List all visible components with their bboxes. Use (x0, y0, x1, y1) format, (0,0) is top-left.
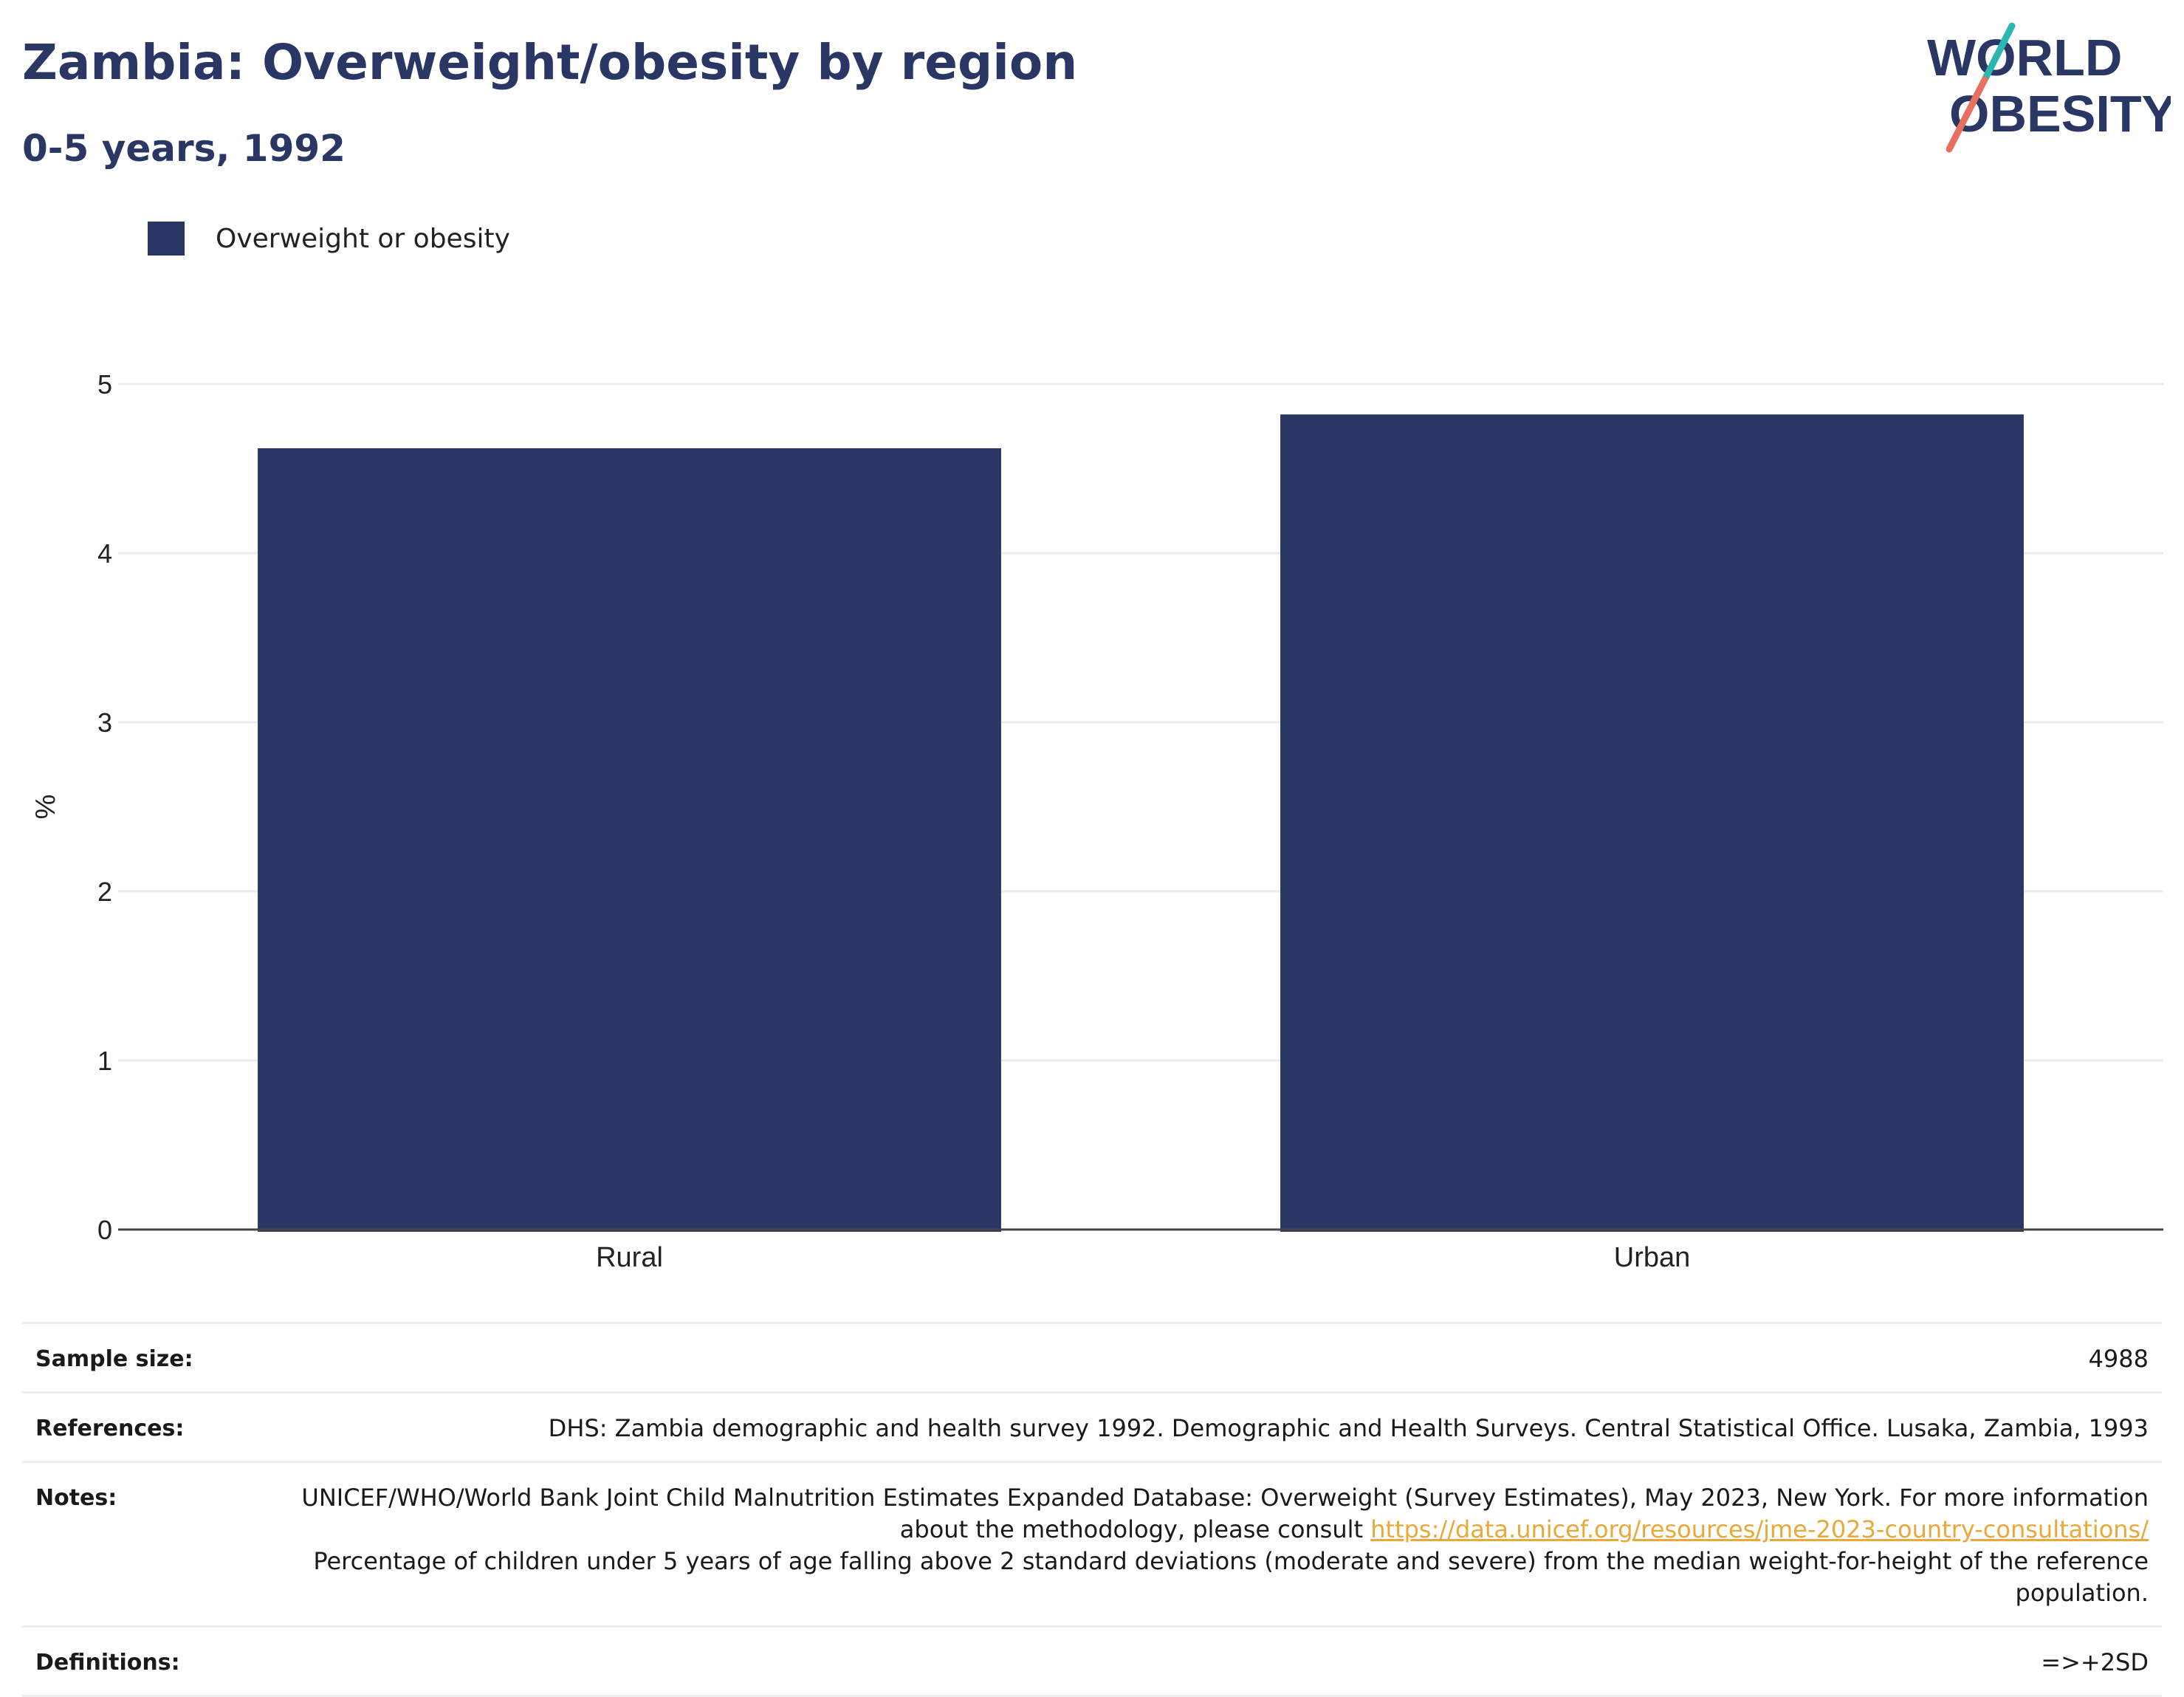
logo-slash-top (1981, 22, 2016, 83)
legend-swatch (148, 222, 185, 256)
y-tick-label: 5 (97, 369, 112, 400)
bar-urban (1280, 414, 2024, 1232)
x-tick-label: Urban (1614, 1242, 1691, 1273)
references-value: DHS: Zambia demographic and health surve… (548, 1414, 2149, 1442)
chart-subtitle: 0-5 years, 1992 (22, 127, 346, 170)
definitions-row: Definitions: =>+2SD (22, 1625, 2162, 1697)
references-row: References: DHS: Zambia demographic and … (22, 1391, 2162, 1461)
notes-row: Notes: UNICEF/WHO/World Bank Joint Child… (22, 1461, 2162, 1625)
sample-size-value: 4988 (2088, 1345, 2149, 1373)
references-label: References: (35, 1416, 185, 1441)
bar-rural (258, 448, 1001, 1232)
definitions-value: =>+2SD (2041, 1648, 2149, 1676)
legend-label: Overweight or obesity (216, 223, 510, 254)
world-obesity-logo: WORLD OBESITY (1927, 22, 2171, 153)
y-tick-label: 0 (97, 1215, 112, 1245)
y-axis-label: % (30, 795, 61, 820)
y-tick-label: 3 (97, 707, 112, 738)
logo-line1: WORLD (1927, 29, 2122, 86)
info-table: Sample size: 4988 References: DHS: Zambi… (22, 1322, 2162, 1697)
bar-chart: 0 1 2 3 4 5% Rural Urban (30, 369, 2163, 1273)
legend: Overweight or obesity (148, 222, 510, 256)
sample-size-label: Sample size: (35, 1346, 193, 1372)
x-tick-label: Rural (596, 1242, 663, 1273)
logo-slash-bottom (1946, 76, 1988, 153)
chart-title: Zambia: Overweight/obesity by region (22, 34, 1078, 91)
sample-size-row: Sample size: 4988 (22, 1322, 2162, 1391)
logo-line2: OBESITY (1949, 85, 2171, 143)
notes-value: UNICEF/WHO/World Bank Joint Child Malnut… (273, 1482, 2149, 1609)
notes-label: Notes: (35, 1485, 117, 1511)
y-tick-label: 2 (97, 877, 112, 907)
y-tick-label: 1 (97, 1046, 112, 1076)
notes-link[interactable]: https://data.unicef.org/resources/jme-20… (1370, 1515, 2149, 1543)
y-tick-label: 4 (97, 538, 112, 569)
notes-text2: Percentage of children under 5 years of … (313, 1547, 2149, 1607)
notes-text1: UNICEF/WHO/World Bank Joint Child Malnut… (301, 1484, 2149, 1543)
definitions-label: Definitions: (35, 1650, 180, 1676)
